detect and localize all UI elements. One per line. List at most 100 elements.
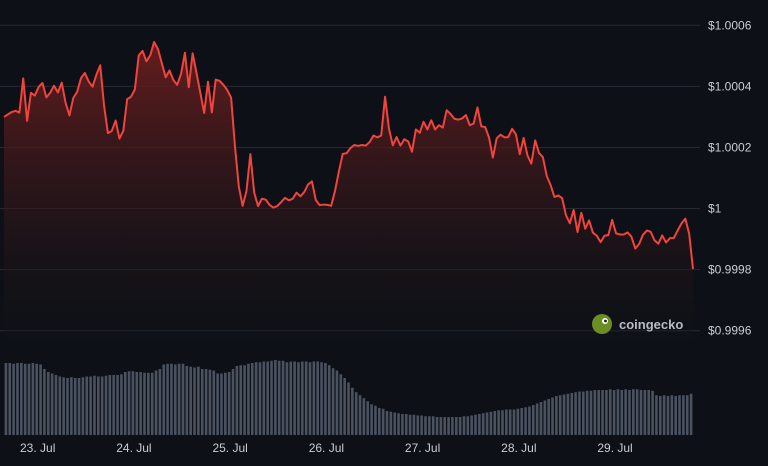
volume-bar bbox=[547, 399, 550, 435]
volume-bar bbox=[381, 408, 385, 435]
volume-bar bbox=[93, 375, 96, 435]
volume-bar bbox=[428, 416, 431, 435]
volume-bar bbox=[20, 363, 23, 435]
volume-bar bbox=[370, 404, 373, 435]
volume-bar bbox=[204, 369, 208, 435]
volume-bar bbox=[520, 408, 524, 435]
volume-bar bbox=[416, 415, 420, 435]
volume-bar bbox=[270, 360, 273, 435]
volume-bar bbox=[197, 366, 200, 435]
volume-bar bbox=[393, 412, 396, 435]
volume-bar bbox=[531, 405, 535, 435]
volume-bar bbox=[262, 361, 266, 435]
volume-bar bbox=[116, 375, 119, 435]
volume-bar bbox=[97, 376, 100, 435]
volume-bar bbox=[216, 373, 219, 435]
volume-bar bbox=[170, 363, 173, 435]
gecko-logo-icon bbox=[592, 314, 612, 334]
brand-name: coingecko bbox=[619, 317, 683, 332]
y-tick-label: $1.0006 bbox=[708, 18, 752, 32]
volume-bar bbox=[120, 374, 123, 435]
volume-bar bbox=[31, 363, 35, 435]
volume-bar bbox=[177, 363, 181, 435]
x-tick-label: 28. Jul bbox=[501, 441, 536, 455]
volume-bar bbox=[250, 363, 254, 435]
volume-bar bbox=[632, 389, 635, 435]
volume-bar bbox=[77, 378, 81, 435]
volume-bar bbox=[682, 395, 685, 435]
volume-bar bbox=[362, 398, 366, 435]
volume-bar bbox=[277, 360, 281, 435]
volume-bar bbox=[670, 395, 674, 435]
volume-bar bbox=[501, 410, 504, 435]
volume-bar bbox=[327, 365, 331, 435]
volume-bar bbox=[247, 363, 250, 435]
volume-bar bbox=[235, 366, 239, 435]
volume-bar bbox=[343, 378, 346, 435]
volume-bar bbox=[389, 411, 393, 435]
volume-bar bbox=[239, 365, 243, 435]
volume-bar bbox=[462, 416, 466, 435]
volume-bar bbox=[316, 361, 320, 435]
volume-bar bbox=[281, 360, 285, 435]
volume-bar bbox=[301, 361, 304, 435]
volume-bar bbox=[512, 409, 516, 435]
volume-bar bbox=[658, 396, 662, 435]
volume-bar bbox=[666, 396, 670, 435]
y-tick-label: $0.9998 bbox=[708, 263, 752, 277]
x-tick-label: 25. Jul bbox=[212, 441, 247, 455]
volume-bar bbox=[377, 408, 381, 435]
volume-bar bbox=[147, 372, 150, 435]
volume-bar bbox=[23, 363, 27, 435]
volume-bar bbox=[424, 416, 427, 435]
volume-bar bbox=[54, 375, 58, 435]
volume-bar bbox=[185, 366, 189, 435]
volume-bar bbox=[39, 364, 42, 435]
volume-bar bbox=[158, 369, 162, 435]
x-tick-label: 24. Jul bbox=[116, 441, 151, 455]
volume-bar bbox=[474, 414, 477, 435]
x-tick-label: 27. Jul bbox=[405, 441, 440, 455]
volume-bar bbox=[293, 361, 296, 435]
volume-bar bbox=[585, 390, 589, 435]
volume-bar bbox=[543, 400, 547, 435]
volume-bar bbox=[485, 412, 489, 435]
volume-bar bbox=[481, 413, 485, 435]
volume-bar bbox=[339, 374, 343, 435]
volume-bar bbox=[50, 373, 54, 435]
volume-bar bbox=[624, 389, 627, 435]
volume-bar bbox=[551, 397, 554, 435]
volume-bar bbox=[231, 369, 235, 435]
x-tick-label: 29. Jul bbox=[597, 441, 632, 455]
volume-bar bbox=[655, 395, 658, 435]
y-axis-labels: $1.0006 $1.0004 $1.0002 $1 $0.9998 $0.9996 bbox=[708, 18, 752, 337]
volume-bar bbox=[635, 389, 639, 435]
price-line bbox=[3, 41, 694, 270]
volume-bar bbox=[351, 387, 354, 435]
volume-bar bbox=[516, 408, 520, 435]
volume-bar bbox=[589, 390, 593, 435]
volume-bar bbox=[539, 402, 543, 435]
volume-bar bbox=[208, 369, 212, 435]
volume-bars bbox=[4, 360, 693, 435]
volume-bar bbox=[685, 395, 689, 435]
volume-bar bbox=[458, 417, 462, 435]
volume-bar bbox=[162, 364, 166, 435]
volume-bar bbox=[593, 390, 597, 435]
volume-bar bbox=[558, 395, 562, 435]
volume-bar bbox=[601, 390, 604, 435]
volume-bar bbox=[647, 390, 651, 435]
volume-bar bbox=[189, 366, 192, 435]
volume-bar bbox=[470, 415, 473, 435]
volume-bar bbox=[331, 368, 335, 435]
volume-bar bbox=[562, 394, 566, 435]
volume-bar bbox=[431, 416, 435, 435]
volume-bar bbox=[304, 361, 308, 435]
volume-bar bbox=[674, 396, 677, 435]
volume-bar bbox=[108, 375, 112, 435]
volume-bar bbox=[385, 411, 389, 435]
y-tick-label: $0.9996 bbox=[708, 324, 752, 338]
volume-bar bbox=[166, 363, 169, 435]
volume-bar bbox=[12, 363, 15, 435]
